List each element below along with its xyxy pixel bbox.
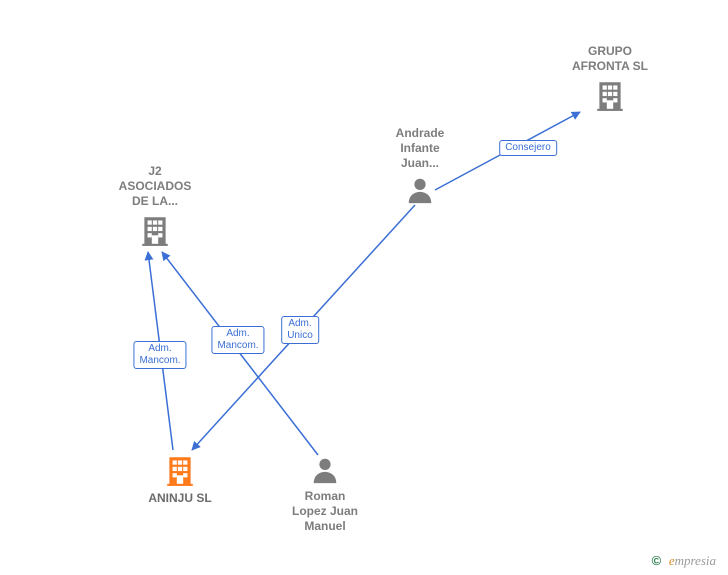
company-icon-wrap [120,453,240,487]
edge-label-roman_to_j2: Adm. Mancom. [211,326,264,354]
node-roman[interactable]: Roman Lopez Juan Manuel [265,455,385,534]
edge-label-andrade_to_grupo: Consejero [499,140,557,156]
building-icon [163,453,197,487]
person-icon-wrap [360,175,480,205]
node-label-aninju: ANINJU SL [120,491,240,506]
edge-label-andrade_to_aninju: Adm. Unico [281,316,319,344]
node-label-j2_asociados: J2 ASOCIADOS DE LA... [95,164,215,209]
company-icon-wrap [95,213,215,247]
copyright-symbol: © [652,553,662,568]
building-icon [593,78,627,112]
person-icon [405,175,435,205]
diagram-canvas: Consejero Adm. Unico Adm. Mancom. Adm. Manc… [0,0,728,575]
watermark: © empresia [652,553,716,569]
node-grupo_afronta[interactable]: GRUPO AFRONTA SL [550,44,670,112]
watermark-brand: empresia [669,553,716,568]
node-label-roman: Roman Lopez Juan Manuel [265,489,385,534]
node-label-andrade: Andrade Infante Juan... [360,126,480,171]
edge-label-aninju_to_j2: Adm. Mancom. [133,341,186,369]
company-icon-wrap [550,78,670,112]
person-icon-wrap [265,455,385,485]
node-andrade[interactable]: Andrade Infante Juan... [360,126,480,205]
node-j2_asociados[interactable]: J2 ASOCIADOS DE LA... [95,164,215,247]
building-icon [138,213,172,247]
node-aninju[interactable]: ANINJU SL [120,453,240,506]
node-label-grupo_afronta: GRUPO AFRONTA SL [550,44,670,74]
person-icon [310,455,340,485]
